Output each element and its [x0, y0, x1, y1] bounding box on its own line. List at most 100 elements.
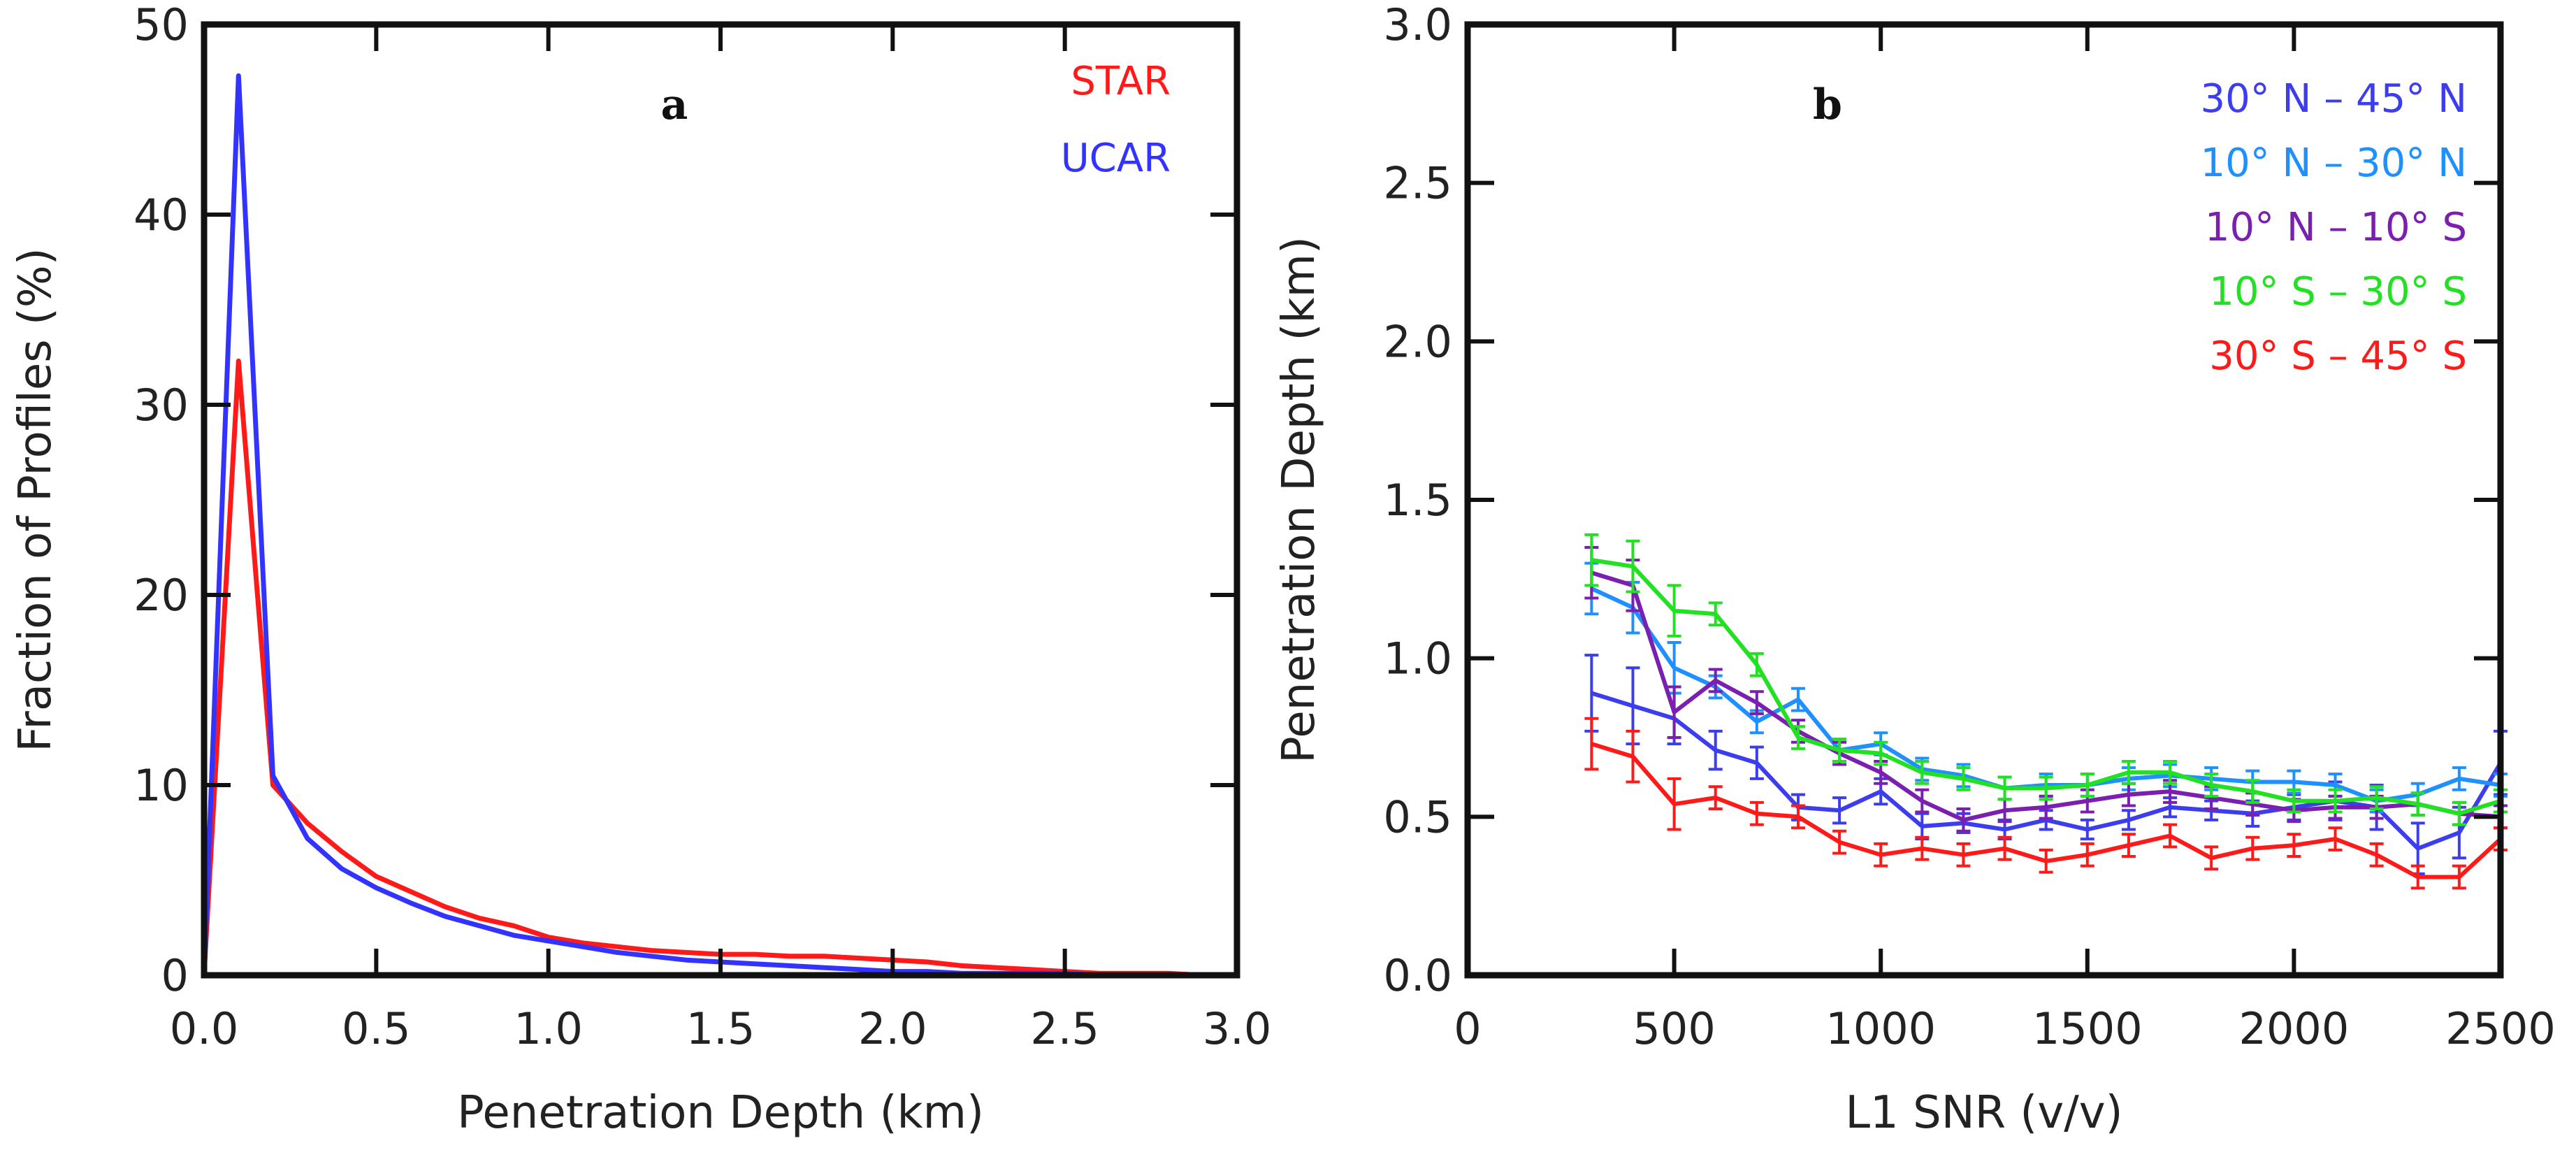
error-bar [2121, 809, 2136, 831]
error-bar [1874, 842, 1888, 868]
panel-b-plot-area [1584, 533, 2508, 890]
y-tick-label: 2.0 [1383, 316, 1452, 367]
x-tick-label: 0.5 [342, 1003, 411, 1054]
x-tick-label: 3.0 [1203, 1003, 1272, 1054]
error-bar [1956, 842, 1971, 868]
error-bar [2452, 864, 2466, 890]
x-tick-label: 0 [1454, 1003, 1481, 1054]
error-bar [2369, 842, 2384, 868]
error-bar [2369, 785, 2384, 810]
panel-b-legend-10s-30s: 10° S – 30° S [2209, 269, 2467, 315]
error-bar [2328, 826, 2343, 851]
y-tick-label: 10 [133, 760, 189, 811]
series-10-s-30-s [1584, 533, 2508, 826]
x-tick-label: 2000 [2239, 1003, 2350, 1054]
error-bar [1790, 687, 1805, 712]
panel-a-y-axis-title: Fraction of Profiles (%) [10, 247, 61, 752]
error-bar [2039, 775, 2053, 801]
error-bar [1708, 601, 1723, 627]
error-bar [2163, 760, 2178, 785]
error-bar [2204, 845, 2219, 871]
panel-b-legend-10n-30n: 10° N – 30° N [2201, 141, 2468, 186]
error-bar [1790, 804, 1805, 830]
error-bar [2204, 772, 2219, 798]
error-bar [1584, 717, 1599, 771]
panel-a-x-axis-title: Penetration Depth (km) [457, 1087, 984, 1139]
y-tick-label: 20 [133, 570, 189, 621]
x-tick-label: 500 [1633, 1003, 1715, 1054]
x-tick-label: 1500 [2032, 1003, 2143, 1054]
panel-a-ticks: 0.0 0.5 1.0 1.5 2.0 2.5 3.0 0 10 20 30 40 50 [133, 0, 1271, 1054]
error-bar [2080, 772, 2094, 798]
error-bar [2452, 766, 2466, 791]
error-bar [1749, 690, 1764, 715]
y-tick-label: 1.0 [1383, 633, 1452, 684]
error-bar [1832, 796, 1847, 825]
y-tick-label: 30 [133, 380, 189, 431]
error-bar [2080, 842, 2094, 868]
error-bar [2080, 818, 2094, 841]
y-tick-label: 0.0 [1383, 950, 1452, 1001]
panel-a-legend-ucar: UCAR [1061, 136, 1171, 181]
error-bar [1997, 835, 2012, 861]
error-bar [2410, 864, 2425, 890]
error-bar [2121, 760, 2136, 785]
error-bar [1667, 685, 1681, 739]
error-bar [1749, 800, 1764, 826]
y-tick-label: 0.5 [1383, 791, 1452, 842]
error-bar [1832, 738, 1847, 763]
panel-b-y-axis-title: Penetration Depth (km) [1273, 236, 1325, 763]
error-bar [2245, 835, 2260, 861]
panel-b-legend-30n-45n: 30° N – 45° N [2201, 76, 2468, 122]
panel-a-label: a [661, 80, 688, 129]
error-bar [1626, 729, 1640, 784]
error-bar [2245, 779, 2260, 804]
x-tick-label: 1.0 [514, 1003, 583, 1054]
panel-a-legend-star: STAR [1071, 59, 1171, 104]
x-tick-label: 1.5 [686, 1003, 755, 1054]
error-bar [1626, 539, 1640, 594]
error-bar [1997, 775, 2012, 801]
x-tick-label: 2.0 [858, 1003, 927, 1054]
y-tick-label: 1.5 [1383, 475, 1452, 526]
panel-b-legend-30s-45s: 30° S – 45° S [2209, 333, 2467, 379]
panel-b-legend-10n-10s: 10° N – 10° S [2205, 205, 2467, 250]
x-tick-label: 2500 [2445, 1003, 2556, 1054]
panel-b-label: b [1813, 80, 1842, 129]
error-bar [1915, 835, 1930, 861]
error-bar [2410, 791, 2425, 817]
error-bar [2287, 833, 2301, 858]
error-bar [1708, 668, 1723, 694]
error-bar [2121, 833, 2136, 858]
error-bar [1790, 725, 1805, 750]
error-bar [1584, 533, 1599, 587]
y-tick-label: 40 [133, 189, 189, 240]
y-tick-label: 0 [161, 950, 189, 1001]
error-bar [2287, 788, 2301, 814]
x-tick-label: 0.0 [170, 1003, 239, 1054]
error-bar [2163, 823, 2178, 849]
y-tick-label: 3.0 [1383, 0, 1452, 50]
error-bar [2039, 848, 2053, 874]
error-bar [1874, 740, 1888, 766]
panel-b-chart: 0 500 1000 1500 2000 2500 0.0 0.5 1.0 1.5 2.0 2.5 3.… [1273, 0, 2556, 1139]
error-bar [1708, 729, 1723, 771]
error-bar [1749, 652, 1764, 677]
error-bar [1956, 807, 1971, 833]
series-30-s-45-s [1584, 717, 2508, 890]
x-tick-label: 2.5 [1030, 1003, 1099, 1054]
error-bar [2452, 800, 2466, 826]
error-bar [1832, 829, 1847, 855]
error-bar [1667, 584, 1681, 638]
error-bar [1749, 745, 1764, 780]
panel-b-x-axis-title: L1 SNR (v/v) [1845, 1087, 2122, 1139]
error-bar [1915, 788, 1930, 814]
error-bar [1915, 760, 1930, 785]
x-tick-label: 1000 [1825, 1003, 1936, 1054]
y-tick-label: 50 [133, 0, 189, 50]
panel-b-ticks: 0 500 1000 1500 2000 2500 0.0 0.5 1.0 1.5 2.0 2.5 3.… [1383, 0, 2556, 1054]
error-bar [2328, 788, 2343, 814]
y-tick-label: 2.5 [1383, 158, 1452, 209]
